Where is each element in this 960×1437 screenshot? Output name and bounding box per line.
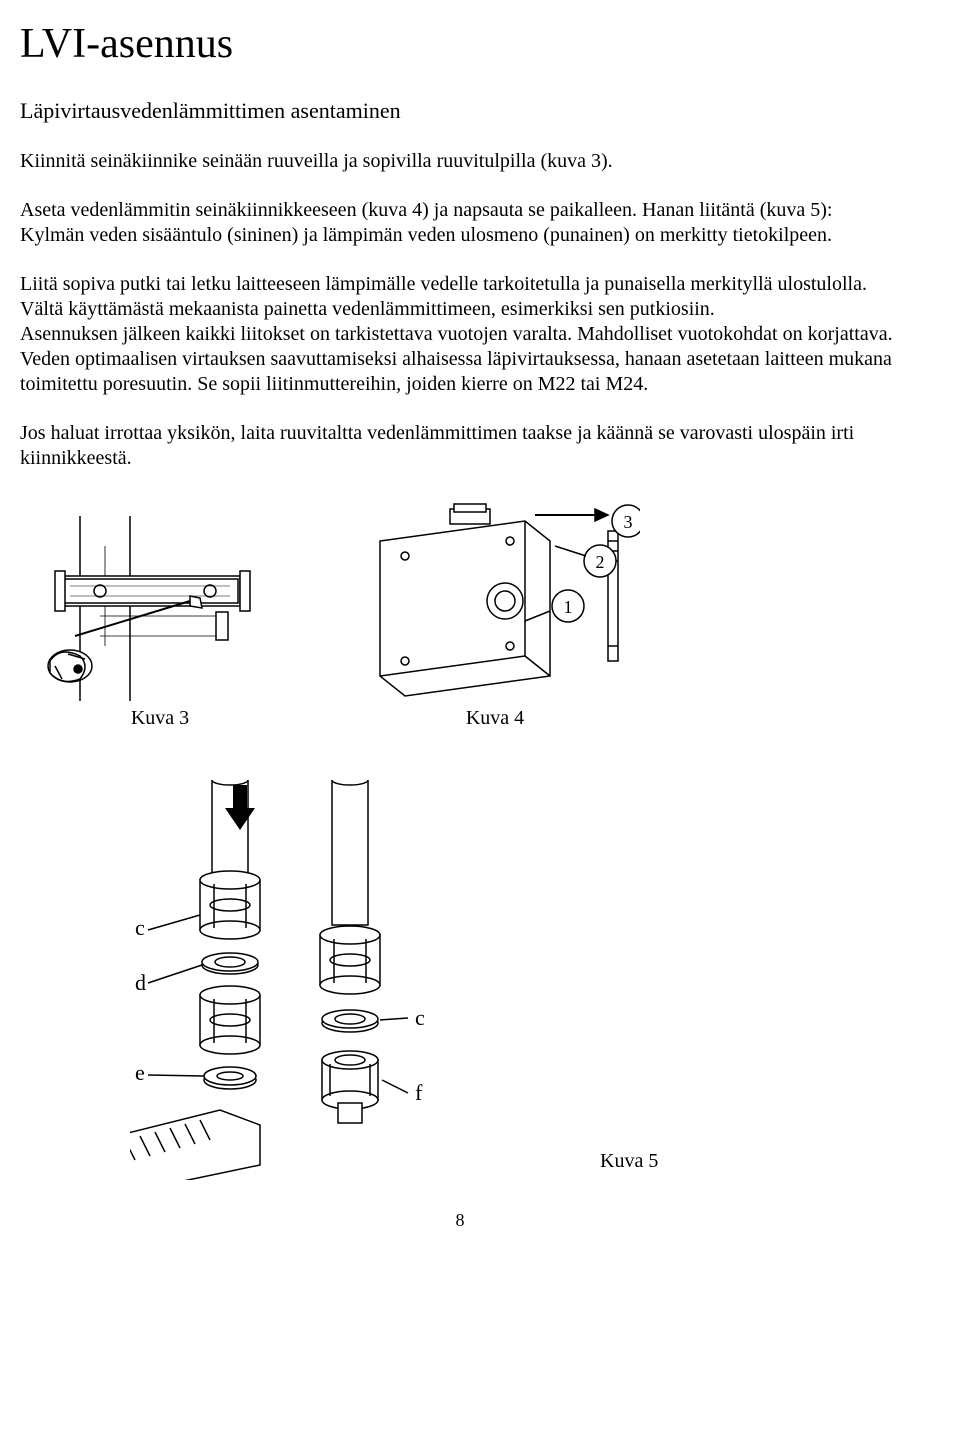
figures-row-1: Kuva 3 xyxy=(20,501,900,730)
paragraph-4: Jos haluat irrottaa yksikön, laita ruuvi… xyxy=(20,421,900,471)
svg-text:e: e xyxy=(135,1060,145,1085)
svg-text:1: 1 xyxy=(564,597,573,617)
svg-text:d: d xyxy=(135,970,146,995)
page-title: LVI-asennus xyxy=(20,20,900,68)
svg-text:f: f xyxy=(415,1080,423,1105)
svg-text:2: 2 xyxy=(596,552,605,572)
figure-4: 1 2 3 Kuva 4 xyxy=(350,501,640,730)
paragraph-3b: Asennuksen jälkeen kaikki liitokset on t… xyxy=(20,322,900,347)
figure-5-label: Kuva 5 xyxy=(600,1150,658,1173)
paragraph-3c: Veden optimaalisen virtauksen saavuttami… xyxy=(20,347,900,397)
figure-3-label: Kuva 3 xyxy=(131,707,189,730)
figure-3-drawing xyxy=(40,516,280,701)
svg-text:c: c xyxy=(415,1005,425,1030)
paragraph-3a: Liitä sopiva putki tai letku laitteeseen… xyxy=(20,272,900,322)
paragraph-2a: Aseta vedenlämmitin seinäkiinnikkeeseen … xyxy=(20,198,900,223)
figure-5-wrap: c d e c f Kuva 5 xyxy=(20,780,900,1200)
figure-5-drawing: c d e c f xyxy=(130,780,550,1180)
svg-text:3: 3 xyxy=(624,512,633,532)
section-subtitle: Läpivirtausvedenlämmittimen asentaminen xyxy=(20,98,900,124)
paragraph-1: Kiinnitä seinäkiinnike seinään ruuveilla… xyxy=(20,149,900,174)
figure-4-drawing: 1 2 3 xyxy=(350,501,640,701)
svg-text:c: c xyxy=(135,915,145,940)
figure-4-label: Kuva 4 xyxy=(466,707,524,730)
figure-3: Kuva 3 xyxy=(40,516,280,730)
page-number: 8 xyxy=(20,1210,900,1231)
paragraph-2b: Kylmän veden sisääntulo (sininen) ja läm… xyxy=(20,223,900,248)
document-page: LVI-asennus Läpivirtausvedenlämmittimen … xyxy=(0,0,960,1251)
